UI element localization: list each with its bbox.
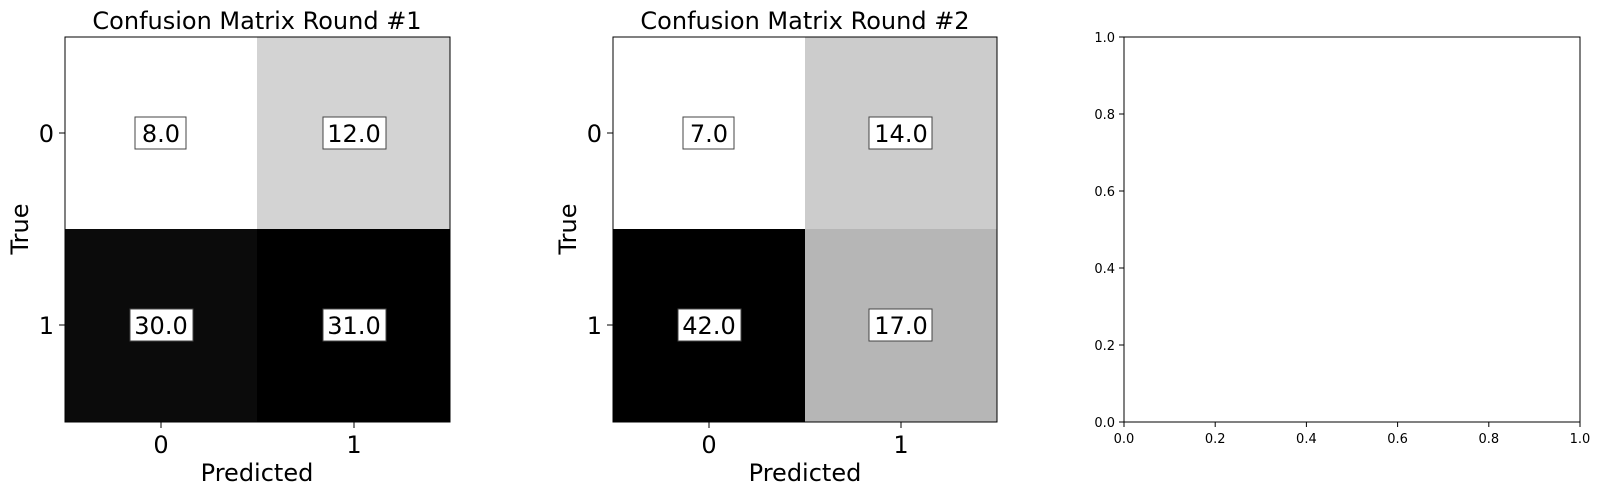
- y-tick-label: 0.2: [1094, 339, 1115, 354]
- y-tick-label: 1: [39, 312, 54, 340]
- y-tick-label: 1: [587, 312, 602, 340]
- x-tick-label: 0.0: [1114, 432, 1135, 447]
- x-tick-label: 1: [893, 431, 908, 459]
- cell-value: 17.0: [874, 312, 927, 340]
- cell-value: 12.0: [327, 120, 380, 148]
- x-tick-label: 1.0: [1570, 432, 1591, 447]
- cell-value: 31.0: [327, 312, 380, 340]
- y-tick-label: 0.6: [1094, 185, 1115, 200]
- y-tick-label: 0.4: [1094, 262, 1115, 277]
- x-tick-label: 0.2: [1205, 432, 1226, 447]
- y-tick-label: 0.0: [1094, 416, 1115, 431]
- cell-value: 14.0: [874, 120, 927, 148]
- x-tick-label: 0.8: [1478, 432, 1499, 447]
- x-tick-label: 1: [346, 431, 361, 459]
- x-axis-label: Predicted: [749, 459, 862, 487]
- x-axis-label: Predicted: [201, 459, 314, 487]
- cell-value: 42.0: [682, 312, 735, 340]
- y-axis-label: True: [554, 204, 582, 256]
- x-tick-label: 0: [701, 431, 716, 459]
- plot-frame: [1124, 37, 1580, 422]
- chart-title: Confusion Matrix Round #2: [640, 7, 969, 35]
- y-tick-label: 1.0: [1094, 31, 1115, 46]
- confusion-matrix-1: Confusion Matrix Round #1 8.0 12.0 30.0 …: [6, 7, 450, 487]
- confusion-matrix-2: Confusion Matrix Round #2 7.0 14.0 42.0 …: [554, 7, 997, 487]
- y-tick-label: 0.8: [1094, 108, 1115, 123]
- cell-value: 8.0: [142, 120, 180, 148]
- y-axis-label: True: [6, 204, 34, 256]
- y-tick-label: 0: [39, 120, 54, 148]
- x-tick-label: 0: [153, 431, 168, 459]
- cell-value: 30.0: [134, 312, 187, 340]
- x-tick-label: 0.4: [1296, 432, 1317, 447]
- y-tick-label: 0: [587, 120, 602, 148]
- cell-value: 7.0: [690, 120, 728, 148]
- empty-axes: 0.0 0.2 0.4 0.6 0.8 1.0 0.0 0.2 0.4 0.6 …: [1094, 31, 1590, 447]
- chart-title: Confusion Matrix Round #1: [92, 7, 421, 35]
- x-tick-label: 0.6: [1387, 432, 1408, 447]
